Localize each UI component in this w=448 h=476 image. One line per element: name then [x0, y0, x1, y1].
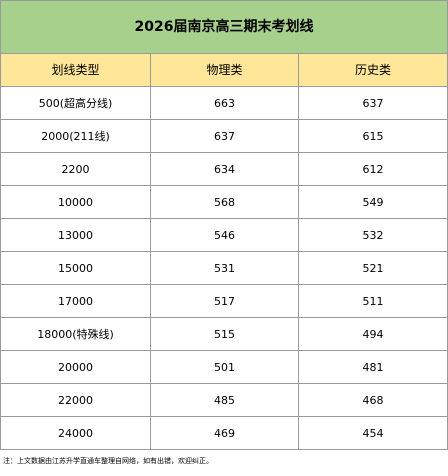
cell-line-type: 18000(特殊线): [0, 317, 151, 351]
table-row: 24000 469 454: [0, 416, 448, 450]
cell-line-type: 17000: [0, 284, 151, 318]
cell-physics: 515: [150, 317, 299, 351]
cell-physics: 469: [150, 416, 299, 450]
cell-line-type: 20000: [0, 350, 151, 384]
cell-physics: 634: [150, 152, 299, 186]
score-line-table: 2026届南京高三期末考划线 划线类型 物理类 历史类 500(超高分线) 66…: [0, 0, 448, 450]
cell-physics: 501: [150, 350, 299, 384]
table-row: 17000 517 511: [0, 284, 448, 318]
header-history: 历史类: [297, 53, 448, 87]
table-row: 22000 485 468: [0, 383, 448, 417]
cell-history: 637: [297, 86, 448, 120]
table-row: 18000(特殊线) 515 494: [0, 317, 448, 351]
table-row: 15000 531 521: [0, 251, 448, 285]
header-physics: 物理类: [150, 53, 299, 87]
cell-physics: 485: [150, 383, 299, 417]
cell-line-type: 13000: [0, 218, 151, 252]
cell-line-type: 500(超高分线): [0, 86, 151, 120]
header-row: 划线类型 物理类 历史类: [0, 53, 448, 87]
table-row: 20000 501 481: [0, 350, 448, 384]
cell-line-type: 2200: [0, 152, 151, 186]
cell-line-type: 15000: [0, 251, 151, 285]
cell-line-type: 2000(211线): [0, 119, 151, 153]
cell-physics: 637: [150, 119, 299, 153]
cell-physics: 568: [150, 185, 299, 219]
cell-history: 481: [297, 350, 448, 384]
cell-history: 511: [297, 284, 448, 318]
cell-physics: 517: [150, 284, 299, 318]
cell-history: 494: [297, 317, 448, 351]
cell-history: 454: [297, 416, 448, 450]
cell-history: 612: [297, 152, 448, 186]
cell-history: 468: [297, 383, 448, 417]
cell-history: 532: [297, 218, 448, 252]
cell-history: 615: [297, 119, 448, 153]
cell-physics: 546: [150, 218, 299, 252]
table-title: 2026届南京高三期末考划线: [0, 0, 448, 54]
cell-history: 521: [297, 251, 448, 285]
table-row: 13000 546 532: [0, 218, 448, 252]
cell-line-type: 22000: [0, 383, 151, 417]
table-row: 2200 634 612: [0, 152, 448, 186]
cell-physics: 531: [150, 251, 299, 285]
table-row: 500(超高分线) 663 637: [0, 86, 448, 120]
cell-line-type: 24000: [0, 416, 151, 450]
cell-line-type: 10000: [0, 185, 151, 219]
header-line-type: 划线类型: [0, 53, 151, 87]
table-row: 2000(211线) 637 615: [0, 119, 448, 153]
footnote: 注：上文数据由江苏升学直通车整理自网络，如有出错，欢迎纠正。: [3, 457, 213, 465]
table-row: 10000 568 549: [0, 185, 448, 219]
title-row: 2026届南京高三期末考划线: [0, 0, 448, 54]
cell-history: 549: [297, 185, 448, 219]
cell-physics: 663: [150, 86, 299, 120]
